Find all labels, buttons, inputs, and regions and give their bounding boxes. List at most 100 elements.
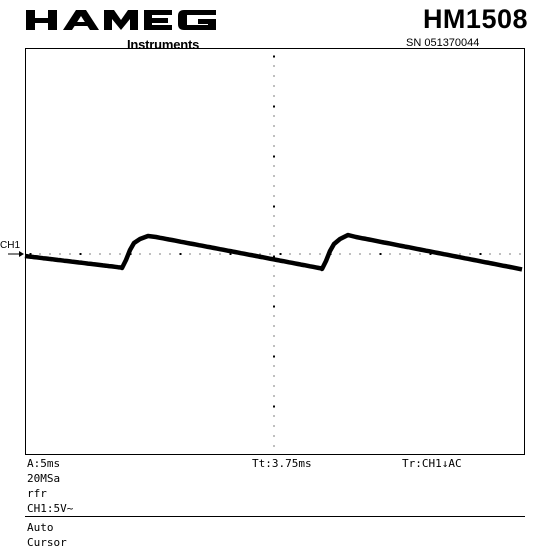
graticule-dot [273,415,275,417]
graticule-dot [273,135,275,137]
menu-auto[interactable]: Auto [27,521,54,534]
graticule-dot [273,355,275,358]
graticule-dot [99,253,101,255]
graticule-dot [309,253,311,255]
timebase-readout: A:5ms [27,457,61,470]
graticule-dot [273,265,275,267]
graticule-dot [509,253,511,255]
graticule-dot [273,215,275,217]
serial-number: SN 051370044 [406,37,480,49]
graticule-dot [339,253,341,255]
graticule-dot [273,445,275,447]
graticule-dot [273,165,275,167]
graticule-dot [273,405,275,408]
graticule-dot [273,255,275,258]
ch1-marker-label: CH1 [0,240,21,251]
graticule-dot [273,305,275,308]
graticule-dot [273,145,275,147]
graticule-dot [273,235,275,237]
graticule-dot [39,253,41,255]
graticule-dot [29,253,32,255]
graticule-dot [49,253,51,255]
graticule [25,48,525,517]
graticule-dot [273,105,275,108]
graticule-dot [269,253,271,255]
graticule-dot [289,253,291,255]
graticule-dot [159,253,161,255]
graticule-dot [273,125,275,127]
graticule-dot [419,253,421,255]
graticule-dot [273,395,275,397]
trigger-source-readout: Tr:CH1↓AC [402,457,462,470]
channel-setting-readout: CH1:5V~ [27,502,74,515]
graticule-dot [349,253,351,255]
graticule-dot [359,253,361,255]
graticule-dot [79,253,82,255]
trigger-time-readout: Tt:3.75ms [252,457,312,470]
graticule-dot [389,253,391,255]
graticule-dot [299,253,301,255]
graticule-dot [279,253,282,255]
graticule-dot [273,175,275,177]
graticule-dot [273,155,275,158]
graticule-dot [273,65,275,67]
graticule-dot [273,345,275,347]
hameg-logo [26,10,216,30]
graticule-dot [479,253,482,255]
sample-rate-readout: 20MSa [27,472,61,485]
model-name: HM1508 [422,4,528,34]
graticule-dot [273,295,275,297]
graticule-dot [179,253,182,255]
menu-cursor[interactable]: Cursor [27,536,67,549]
graticule-dot [209,253,211,255]
ch1-waveform-trace [24,232,523,272]
graticule-dot [119,253,121,255]
graticule-dot [273,365,275,367]
graticule-dot [59,253,61,255]
graticule-dot [109,253,111,255]
graticule-dot [519,253,521,255]
hameg-brand: Instruments [26,8,216,52]
graticule-dot [169,253,171,255]
graticule-dot [369,253,371,255]
graticule-dot [273,115,275,117]
graticule-dots [29,55,521,447]
graticule-dot [273,55,275,58]
graticule-dot [273,75,275,77]
graticule-dot [469,253,471,255]
graticule-dot [273,205,275,208]
graticule-dot [273,225,275,227]
graticule-dot [273,195,275,197]
mode-flag-readout: rfr [27,487,47,500]
graticule-dot [89,253,91,255]
graticule-dot [273,335,275,337]
graticule-dot [273,285,275,287]
graticule-dot [273,375,275,377]
graticule-dot [69,253,71,255]
graticule-dot [273,325,275,327]
graticule-dot [273,425,275,427]
graticule-dot [273,315,275,317]
graticule-dot [273,185,275,187]
graticule-dot [199,253,201,255]
graticule-dot [273,95,275,97]
graticule-dot [459,253,461,255]
graticule-dot [409,253,411,255]
graticule-dot [219,253,221,255]
graticule-dot [273,85,275,87]
graticule-dot [499,253,501,255]
graticule-dot [379,253,382,255]
graticule-dot [259,253,261,255]
graticule-dot [229,253,232,255]
ch1-ground-marker [8,251,24,257]
graticule-dot [139,253,141,255]
graticule-dot [319,253,321,255]
graticule-dot [273,385,275,387]
graticule-dot [149,253,151,255]
graticule-dot [399,253,401,255]
graticule-dot [273,435,275,437]
graticule-dot [189,253,191,255]
graticule-dot [429,253,432,255]
graticule-dot [273,275,275,277]
